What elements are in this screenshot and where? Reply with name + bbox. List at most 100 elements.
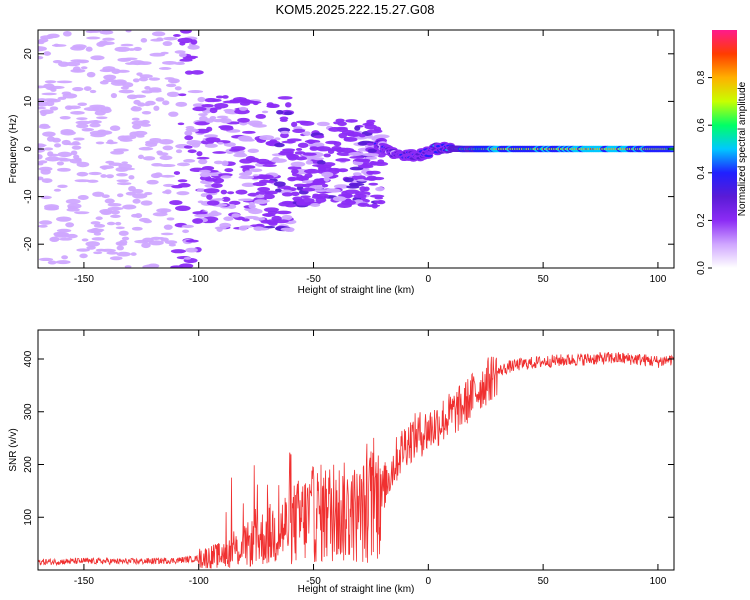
- spectrogram-cell: [66, 208, 80, 212]
- spectrogram-cell: [280, 132, 289, 139]
- spectrogram-cell: [148, 77, 161, 81]
- spectrogram-cell: [76, 59, 90, 64]
- spectrogram-cell: [262, 213, 276, 217]
- spectrogram-cell: [173, 171, 181, 175]
- spectrogram-cell: [102, 37, 115, 41]
- spectrogram-cell: [315, 197, 327, 203]
- spectrogram-cell: [106, 221, 116, 226]
- spectrogram-cell: [316, 146, 332, 152]
- spectrogram-cell: [163, 224, 173, 230]
- spectrogram-cell: [131, 226, 143, 231]
- spectrogram-cell: [93, 223, 106, 228]
- spectrogram-cell: [294, 151, 306, 155]
- spectrogram-cell: [298, 175, 309, 182]
- spectrogram-cell: [369, 161, 376, 166]
- spectrogram-cell: [298, 202, 311, 206]
- spectrogram-cell: [159, 155, 173, 161]
- spectrogram-cell: [59, 158, 72, 162]
- spectrogram-cell: [366, 170, 375, 175]
- spectrogram-cell: [53, 188, 62, 192]
- spectrogram-cell: [223, 142, 236, 147]
- spectrogram-cell: [287, 176, 297, 182]
- spectrogram-cell: [343, 137, 358, 142]
- spectrogram-cell: [69, 158, 82, 164]
- spectrogram-y-tick-label: 0: [23, 146, 34, 152]
- spectrogram-cell: [122, 82, 134, 88]
- spectrogram-cell: [38, 85, 47, 89]
- colorbar-gradient: [712, 30, 737, 268]
- spectrogram-cell: [86, 245, 96, 250]
- spectrogram-cell: [301, 187, 316, 192]
- spectrogram-cell: [170, 249, 187, 254]
- spectrogram-cell: [359, 186, 367, 192]
- spectrogram-cell: [164, 77, 175, 80]
- spectrogram-cell: [53, 143, 62, 148]
- spectrogram-cell: [192, 103, 205, 108]
- spectrogram-cell: [42, 131, 56, 137]
- spectrogram-cell: [38, 143, 46, 148]
- spectrogram-cell: [365, 156, 378, 160]
- spectrogram-cell: [242, 130, 256, 134]
- spectrogram-cell: [215, 95, 224, 99]
- spectrogram-cell: [197, 96, 206, 103]
- spectrogram-cell: [65, 222, 75, 228]
- spectrogram-x-tick-label: 100: [650, 274, 667, 285]
- spectrogram-cell: [38, 224, 48, 228]
- spectrogram-cell: [279, 116, 289, 121]
- colorbar-tick-label: 0.4: [696, 165, 707, 179]
- spectrogram-cell: [45, 156, 61, 162]
- spectrogram-cell: [73, 211, 90, 215]
- snr-y-label: SNR (v/v): [8, 428, 19, 471]
- spectrogram-cell: [255, 194, 265, 199]
- snr-panel: -150 -100 -50 0 50 100 100 200 300 400 Height of …: [8, 329, 675, 595]
- spectrogram-cell: [249, 168, 263, 173]
- figure-title: KOM5.2025.222.15.27.G08: [275, 2, 434, 17]
- spectrogram-cell: [176, 162, 190, 167]
- colorbar-tick-label: 0.8: [696, 70, 707, 84]
- spectrogram-cell: [107, 202, 122, 207]
- spectrogram-cell: [203, 134, 219, 138]
- spectrogram-cell: [263, 225, 276, 229]
- spectrogram-cell: [277, 96, 293, 100]
- spectrogram-cell: [274, 137, 281, 141]
- spectrogram-cell: [285, 102, 292, 108]
- spectrogram-cell: [200, 193, 208, 198]
- spectrogram-cell: [125, 30, 132, 33]
- spectrogram-cell: [83, 107, 100, 112]
- spectrogram-cell: [337, 121, 347, 127]
- spectrogram-cell: [165, 83, 177, 88]
- spectrogram-cell: [164, 189, 172, 195]
- spectrogram-cell: [224, 168, 234, 173]
- spectrogram-cell: [259, 134, 275, 141]
- spectrogram-cell: [56, 216, 72, 222]
- spectrogram-cell: [244, 170, 253, 176]
- spectrogram-cell: [134, 213, 143, 219]
- spectrogram-cell: [222, 95, 229, 99]
- spectrogram-cell: [105, 141, 118, 145]
- spectrogram-cell: [345, 119, 358, 123]
- spectrogram-cell: [343, 177, 354, 183]
- spectrogram-cell: [309, 146, 319, 151]
- spectrogram-y-tick-label: 20: [23, 48, 34, 60]
- spectrogram-cell: [74, 179, 91, 183]
- snr-x-tick-label: -100: [189, 576, 209, 587]
- spectrogram-cell: [191, 142, 201, 148]
- spectrogram-cell: [312, 182, 326, 186]
- spectrogram-cell: [109, 256, 123, 261]
- spectrogram-x-tick-label: -150: [74, 274, 94, 285]
- spectrogram-cell: [38, 176, 44, 181]
- spectrogram-cell: [140, 200, 153, 206]
- spectrogram-cell: [162, 41, 173, 47]
- spectrogram-cell: [43, 51, 52, 56]
- spectrogram-cell: [196, 156, 210, 160]
- spectrogram-cell: [109, 125, 121, 132]
- spectrogram-cell: [185, 127, 197, 132]
- spectrogram-cell: [173, 34, 181, 37]
- spectrogram-cell: [346, 185, 360, 189]
- spectrogram-cell: [228, 148, 241, 152]
- spectrogram-cell: [238, 175, 255, 180]
- spectrogram-cell: [209, 107, 218, 114]
- spectrogram-cell: [287, 155, 298, 161]
